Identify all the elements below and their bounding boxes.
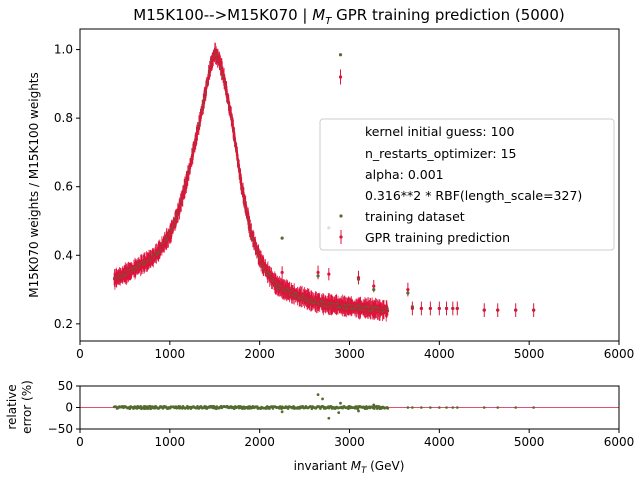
x-tick-label: 5000 — [514, 435, 545, 449]
main-axis-ticks: 0 1000 2000 3000 4000 5000 6000 0.2 0.4 0.6 0.8 1.0 — [54, 43, 634, 361]
legend-box — [319, 118, 615, 251]
prediction-point — [327, 272, 331, 276]
training-point — [316, 274, 320, 278]
prediction-point — [419, 306, 423, 311]
residual-point — [321, 397, 324, 401]
prediction-point — [406, 287, 410, 292]
prediction-point — [482, 308, 486, 312]
y-tick-label: 0.8 — [54, 111, 73, 125]
x-tick-label: 2000 — [244, 347, 275, 361]
prediction-point — [386, 309, 390, 313]
residual-point — [327, 416, 331, 420]
prediction-point — [410, 306, 414, 311]
residual-point — [143, 405, 147, 408]
training-point — [280, 236, 284, 240]
prediction-point — [316, 270, 320, 275]
residual-point — [147, 407, 150, 410]
residual-point — [347, 407, 350, 411]
prediction-point — [338, 75, 343, 79]
legend-entry-alpha: alpha: 0.001 — [365, 167, 444, 182]
y-tick-label: 0.6 — [54, 180, 73, 194]
residual-point — [496, 406, 500, 409]
residual-point — [316, 393, 320, 396]
residual-point — [451, 406, 455, 409]
x-tick-label: 0 — [76, 347, 84, 361]
residual-point — [337, 411, 341, 415]
prediction-point — [356, 275, 361, 280]
residual-point — [310, 407, 314, 411]
x-tick-label: 4000 — [424, 347, 455, 361]
residual-point — [438, 406, 441, 409]
prediction-point — [372, 284, 376, 288]
residual-point — [456, 406, 459, 409]
x-axis-label: invariant MT (GeV) — [294, 459, 405, 476]
legend-entry-kernel-fit: 0.316**2 * RBF(length_scale=327) — [365, 188, 582, 203]
training-point — [372, 287, 376, 292]
legend-prediction-marker — [339, 235, 343, 239]
y-tick-label: 0.4 — [54, 248, 73, 262]
residual-point — [406, 406, 410, 409]
residual-y-axis-label-line2: error (%) — [20, 380, 34, 434]
main-y-axis-label: M15K070 weights / M15K100 weights — [27, 72, 41, 298]
residual-point — [411, 406, 414, 409]
training-point — [406, 291, 410, 295]
prediction-point — [496, 308, 500, 312]
prediction-point — [444, 306, 449, 311]
y-tick-label: −50 — [48, 422, 73, 436]
residual-point — [514, 406, 517, 409]
chart-title: M15K100-->M15K070 | MT GPR training pred… — [133, 6, 564, 27]
residual-point — [280, 410, 284, 414]
legend-entry-restarts: n_restarts_optimizer: 15 — [365, 146, 516, 161]
training-point — [338, 53, 343, 57]
residual-point — [139, 405, 142, 408]
residual-point — [232, 407, 236, 411]
x-tick-label: 0 — [76, 435, 84, 449]
residual-point — [482, 406, 486, 409]
x-tick-label: 3000 — [334, 347, 365, 361]
x-tick-label: 6000 — [604, 347, 635, 361]
prediction-point — [451, 306, 455, 311]
legend-entry-kernel: kernel initial guess: 100 — [365, 124, 514, 139]
legend-entry-prediction: GPR training prediction — [365, 230, 510, 245]
residual-point — [375, 404, 378, 408]
residual-point — [420, 406, 423, 409]
prediction-point — [455, 306, 459, 311]
main-data-layer — [112, 42, 536, 322]
y-tick-label: 1.0 — [54, 43, 73, 57]
y-tick-label: 0 — [65, 401, 73, 415]
residual-point — [339, 401, 342, 405]
prediction-point — [532, 308, 536, 312]
legend-training-marker — [339, 214, 343, 218]
residual-point — [532, 406, 535, 409]
prediction-point — [428, 306, 432, 311]
y-tick-label: 50 — [58, 379, 73, 393]
residual-point — [145, 405, 149, 408]
prediction-point — [437, 306, 441, 311]
x-tick-label: 4000 — [424, 435, 455, 449]
residual-y-axis-label-line1: relative — [5, 384, 19, 429]
y-tick-label: 0.2 — [54, 317, 73, 331]
legend: kernel initial guess: 100 n_restarts_opt… — [319, 118, 615, 251]
x-tick-label: 5000 — [514, 347, 545, 361]
residual-point — [445, 406, 448, 409]
main-plot-panel: 0 1000 2000 3000 4000 5000 6000 0.2 0.4 0.6 0.8 1.0… — [27, 28, 634, 361]
x-tick-label: 2000 — [244, 435, 275, 449]
residual-point — [357, 409, 360, 413]
prediction-point — [514, 308, 518, 312]
x-tick-label: 3000 — [334, 435, 365, 449]
residual-point — [429, 406, 432, 409]
x-tick-label: 6000 — [604, 435, 635, 449]
prediction-point — [280, 270, 284, 275]
residual-point — [386, 407, 390, 410]
x-tick-label: 1000 — [155, 435, 186, 449]
residual-data-layer — [80, 393, 619, 420]
legend-entry-training: training dataset — [365, 209, 465, 224]
x-tick-label: 1000 — [155, 347, 186, 361]
residual-point — [372, 403, 376, 407]
